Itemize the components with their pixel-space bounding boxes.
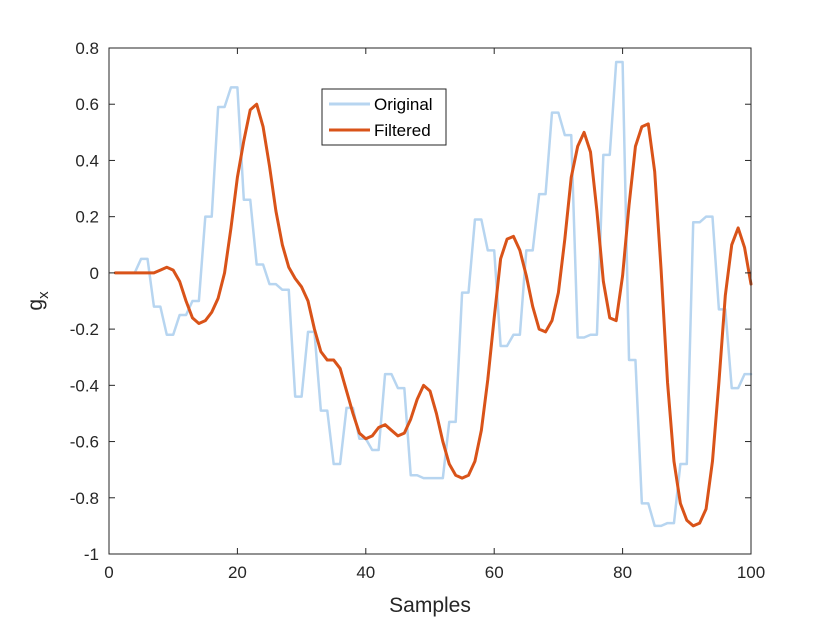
series-line-filtered: [113, 102, 753, 528]
series-line-original: [114, 60, 753, 528]
y-tick-label: -0.4: [70, 376, 99, 395]
y-axis-label-group: gx: [24, 291, 52, 311]
legend-box: [321, 88, 447, 146]
x-tick-label: 100: [737, 563, 765, 582]
y-tick-label: 0.2: [75, 208, 99, 227]
plot-frame: [108, 47, 752, 555]
legend: Original Filtered: [321, 88, 447, 146]
y-tick-label: -0.2: [70, 320, 99, 339]
tick-layer: 0 20 40 60 80 100 -1 -0.8 -0.6 -0.4 -0.2 0 0.2 0.4 0.6…: [70, 39, 765, 582]
x-tick-label: 60: [485, 563, 504, 582]
y-tick-label: -1: [84, 545, 99, 564]
x-axis-label: Samples: [389, 594, 471, 617]
y-tick-label: -0.8: [70, 489, 99, 508]
y-tick-label: 0.6: [75, 95, 99, 114]
x-tick-label: 40: [356, 563, 375, 582]
x-tick-label: 0: [104, 563, 113, 582]
y-axis-label-subscript: x: [35, 291, 52, 299]
y-tick-label: 0: [90, 264, 99, 283]
y-axis-label-main: g: [24, 299, 47, 311]
y-tick-label: 0.4: [75, 151, 99, 170]
y-tick-label: 0.8: [75, 39, 99, 58]
y-tick-label: -0.6: [70, 433, 99, 452]
series-layer: [113, 60, 753, 528]
legend-label-original: Original: [374, 95, 433, 114]
x-tick-label: 80: [613, 563, 632, 582]
legend-label-filtered: Filtered: [374, 121, 431, 140]
y-axis-label: gx: [24, 291, 52, 311]
x-tick-label: 20: [228, 563, 247, 582]
